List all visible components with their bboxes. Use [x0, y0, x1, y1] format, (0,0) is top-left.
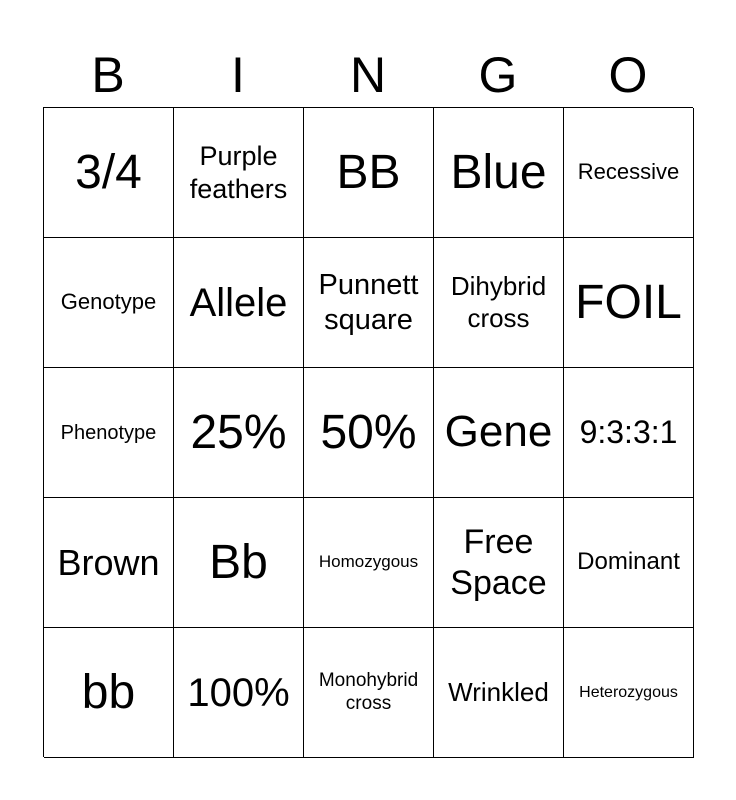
bingo-cell[interactable]: Punnett square — [304, 238, 434, 368]
bingo-cell[interactable]: Allele — [174, 238, 304, 368]
header-letter-b: B — [91, 47, 125, 103]
bingo-cell[interactable]: Monohybrid cross — [304, 628, 434, 758]
bingo-cell[interactable]: 3/4 — [44, 108, 174, 238]
bingo-cell[interactable]: 9:3:3:1 — [564, 368, 694, 498]
bingo-cell[interactable]: Recessive — [564, 108, 694, 238]
header-letter-o: O — [608, 47, 648, 103]
bingo-cell[interactable]: Blue — [434, 108, 564, 238]
bingo-cell[interactable]: FOIL — [564, 238, 694, 368]
bingo-cell[interactable]: Free Space — [434, 498, 564, 628]
bingo-cell[interactable]: Heterozygous — [564, 628, 694, 758]
bingo-cell[interactable]: Dihybrid cross — [434, 238, 564, 368]
header-letter-n: N — [349, 47, 387, 103]
bingo-cell[interactable]: 50% — [304, 368, 434, 498]
bingo-cell[interactable]: Brown — [44, 498, 174, 628]
bingo-cell[interactable]: Gene — [434, 368, 564, 498]
bingo-cell[interactable]: Purple feathers — [174, 108, 304, 238]
bingo-grid: 3/4 Purple feathers BB Blue Recessive Genotyp… — [43, 107, 694, 758]
bingo-cell[interactable]: Dominant — [564, 498, 694, 628]
bingo-cell[interactable]: Homozygous — [304, 498, 434, 628]
bingo-cell[interactable]: BB — [304, 108, 434, 238]
header-letter-i: I — [231, 47, 245, 103]
header-letter-g: G — [478, 47, 518, 103]
bingo-cell[interactable]: 25% — [174, 368, 304, 498]
bingo-cell[interactable]: Genotype — [44, 238, 174, 368]
bingo-cell[interactable]: Wrinkled — [434, 628, 564, 758]
bingo-cell[interactable]: Phenotype — [44, 368, 174, 498]
bingo-cell[interactable]: 100% — [174, 628, 304, 758]
bingo-cell[interactable]: Bb — [174, 498, 304, 628]
bingo-header: B I N G O — [43, 42, 693, 108]
bingo-cell[interactable]: bb — [44, 628, 174, 758]
